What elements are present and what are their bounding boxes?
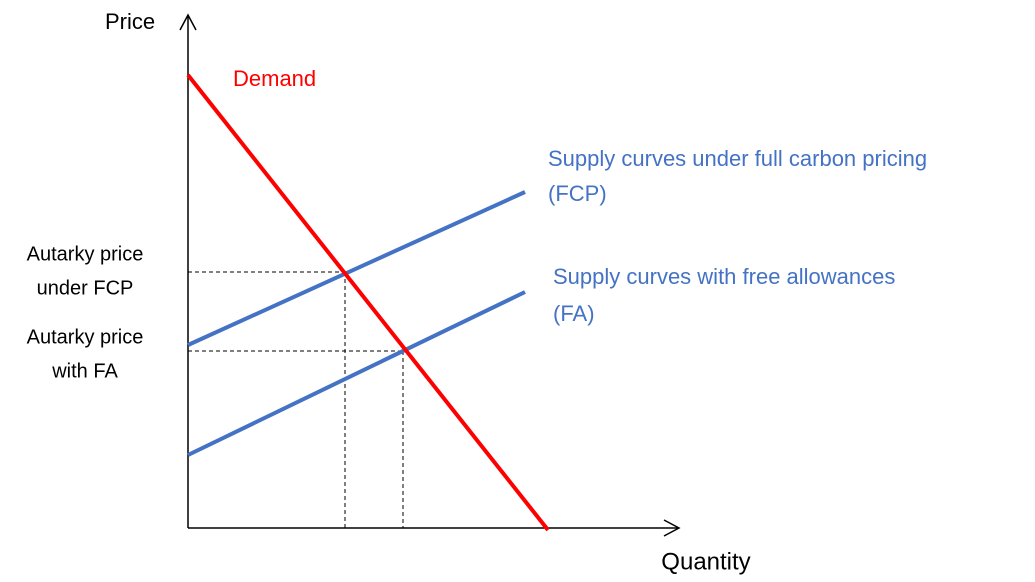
supply-fa-label: (FA) [553, 301, 595, 326]
supply-fcp-label: Supply curves under full carbon pricing [548, 146, 927, 171]
x-axis-label: Quantity [661, 548, 750, 575]
price-label: Autarky price [27, 326, 144, 348]
price-label: Autarky price [27, 243, 144, 265]
y-axis-arrow [179, 13, 197, 31]
price-label: under FCP [37, 277, 134, 299]
supply-fa-label: Supply curves with free allowances [553, 264, 895, 289]
guide-lines [188, 271, 404, 528]
supply-fa-curve [187, 290, 526, 457]
demand-label: Demand [233, 66, 316, 91]
price-label: with FA [51, 360, 118, 382]
x-axis-arrow [663, 519, 681, 537]
supply-fcp-curve [187, 190, 526, 347]
demand-curve [186, 73, 550, 532]
y-axis-label: Price [105, 9, 155, 34]
supply-fcp-label: (FCP) [548, 181, 607, 206]
